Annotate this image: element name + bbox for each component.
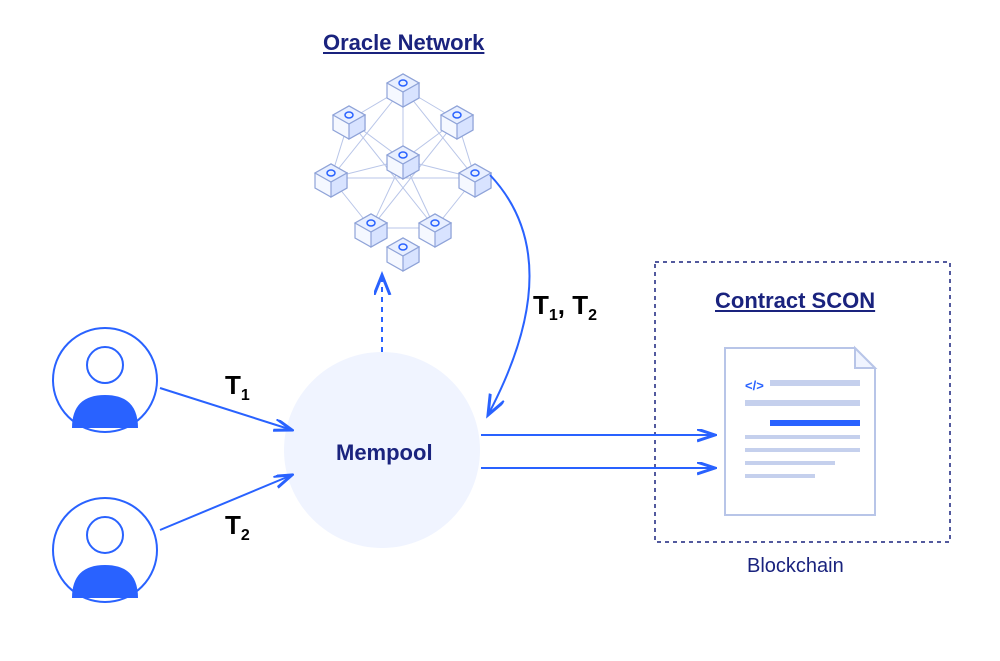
mempool-label: Mempool xyxy=(336,440,433,466)
arrow-oracle-mempool xyxy=(488,175,530,415)
oracle-network-icon xyxy=(315,74,491,271)
t1t2-label: T1, T2 xyxy=(533,290,597,325)
diagram-container: </> Oracle Network Contract SCON Mempool… xyxy=(0,0,1000,661)
blockchain-label: Blockchain xyxy=(747,555,844,578)
user-icon-2 xyxy=(53,498,157,602)
diagram-svg: </> xyxy=(0,0,1000,661)
contract-scon-title: Contract SCON xyxy=(715,288,875,314)
contract-document-icon: </> xyxy=(725,348,875,515)
oracle-network-title: Oracle Network xyxy=(323,30,484,56)
t2-label: T2 xyxy=(225,510,250,545)
svg-text:</>: </> xyxy=(745,378,764,393)
t1-label: T1 xyxy=(225,370,250,405)
user-icon-1 xyxy=(53,328,157,432)
